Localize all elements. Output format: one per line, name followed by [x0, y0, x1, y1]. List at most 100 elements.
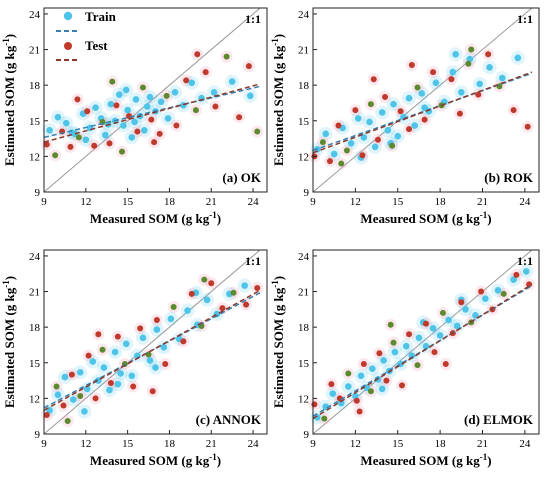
x-tick-label: 12 [350, 438, 361, 450]
train-point [405, 94, 413, 102]
x-tick-label: 12 [80, 438, 91, 450]
x-tick-label: 9 [41, 438, 47, 450]
test-point [230, 289, 237, 296]
x-tick-label: 18 [435, 438, 447, 450]
y-tick-label: 12 [29, 151, 40, 163]
test-point [254, 284, 261, 291]
train-point [153, 326, 161, 333]
one-to-one-line [43, 249, 261, 435]
train-point [366, 118, 373, 126]
test-point [163, 92, 170, 99]
train-point [472, 311, 479, 319]
test-point [367, 388, 374, 395]
legend: Train Test [56, 9, 117, 61]
train-point [486, 64, 493, 71]
y-tick-label: 18 [298, 80, 310, 92]
train-point [139, 334, 147, 342]
test-point [468, 46, 475, 53]
train-point [228, 78, 236, 85]
test-point [383, 377, 390, 384]
test-point [202, 69, 209, 76]
train-point [429, 325, 437, 332]
x-tick-label: 18 [164, 438, 176, 450]
y-tick-label: 18 [29, 80, 41, 92]
test-point [421, 116, 428, 123]
y-tick-label: 18 [298, 322, 310, 334]
test-point [390, 339, 397, 346]
y-tick-label: 21 [29, 287, 40, 299]
test-point [180, 338, 187, 345]
train-point [458, 88, 465, 96]
x-tick-label: 24 [248, 438, 260, 450]
train-point [436, 332, 444, 339]
train-point [128, 372, 136, 380]
test-point [398, 382, 405, 389]
train-point [46, 126, 53, 134]
test-point [139, 84, 146, 91]
panel-label: (b) ROK [484, 170, 534, 185]
test-point [442, 360, 449, 367]
train-point [167, 315, 175, 323]
train-point [329, 390, 337, 397]
test-point [338, 160, 345, 167]
test-point [201, 276, 208, 283]
train-point [61, 373, 69, 381]
test-point [414, 84, 421, 91]
test-point [170, 303, 177, 310]
train-point [322, 130, 330, 138]
x-tick-label: 15 [392, 196, 404, 208]
y-tick-label: 9 [35, 187, 41, 199]
y-tick-label: 24 [298, 251, 310, 263]
test-point [328, 381, 335, 388]
train-point [54, 113, 62, 121]
test-point [53, 383, 60, 390]
test-point [353, 397, 360, 404]
test-point [389, 142, 396, 149]
x-tick-label: 21 [206, 438, 217, 450]
x-tick-label: 9 [310, 438, 316, 450]
y-axis-title: Estimated SOM (g kg-1) [1, 34, 17, 166]
test-point [406, 126, 413, 133]
test-point [408, 61, 415, 68]
x-tick-label: 24 [519, 196, 531, 208]
plot-frame [43, 249, 268, 435]
test-point [359, 152, 366, 159]
test-point [75, 134, 82, 141]
train-point [360, 134, 368, 141]
test-point [382, 94, 389, 101]
train-point [411, 122, 419, 129]
test-point [60, 402, 67, 409]
train-point [117, 370, 124, 377]
test-point [107, 379, 114, 386]
test-point [397, 108, 404, 115]
train-point [449, 68, 457, 76]
y-tick-label: 9 [35, 429, 41, 441]
x-tick-label: 21 [206, 196, 217, 208]
one-to-one-label: 1:1 [245, 12, 261, 26]
test-point [114, 333, 121, 340]
train-point [141, 126, 148, 134]
test-point [151, 139, 158, 146]
test-point [173, 122, 180, 129]
train-point [363, 384, 370, 392]
x-tick-label: 21 [477, 196, 488, 208]
x-tick-label: 24 [519, 438, 531, 450]
y-tick-label: 9 [304, 429, 310, 441]
test-point [43, 412, 50, 419]
x-tick-label: 21 [477, 438, 488, 450]
train-point [510, 276, 517, 283]
train-point [391, 348, 399, 356]
x-tick-label: 12 [350, 196, 361, 208]
train-point [63, 119, 70, 127]
test-point [84, 108, 91, 115]
x-axis-title: Measured SOM (g kg-1) [360, 452, 491, 468]
test-point [153, 317, 160, 324]
one-to-one-line [312, 249, 533, 435]
train-point [514, 54, 522, 62]
test-point [212, 103, 219, 110]
test-point [183, 77, 190, 84]
train-point [171, 88, 179, 96]
train-point [82, 136, 90, 144]
legend-train-label: Train [85, 9, 117, 24]
